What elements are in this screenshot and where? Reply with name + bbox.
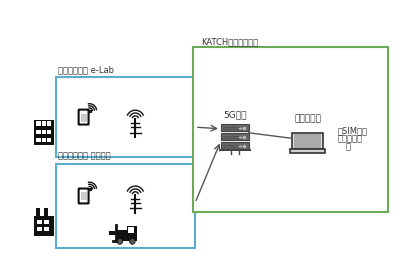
Bar (47, 130, 51, 134)
Bar (36, 138, 41, 143)
Bar (221, 124, 249, 131)
Bar (44, 220, 49, 224)
Bar (42, 121, 46, 126)
Bar (42, 130, 46, 134)
Bar (47, 121, 51, 126)
Bar (221, 142, 249, 149)
Text: KATCHデータセンタ: KATCHデータセンタ (201, 37, 258, 46)
Bar (44, 208, 48, 216)
Bar (81, 193, 86, 201)
Bar (127, 226, 136, 234)
Bar (56, 164, 195, 248)
Bar (44, 227, 49, 231)
Bar (128, 227, 134, 233)
Text: ・通信監視: ・通信監視 (337, 135, 362, 144)
Bar (117, 230, 136, 241)
Bar (36, 130, 41, 134)
Text: 等: 等 (345, 143, 350, 152)
Bar (42, 138, 46, 143)
Bar (36, 121, 41, 126)
Circle shape (117, 239, 123, 244)
FancyBboxPatch shape (292, 133, 323, 149)
FancyBboxPatch shape (79, 110, 88, 124)
Bar (34, 120, 54, 145)
Text: 5Gコア: 5Gコア (223, 110, 246, 119)
Bar (294, 134, 321, 148)
Bar (37, 220, 42, 224)
FancyBboxPatch shape (290, 149, 325, 153)
Text: 豊田自動織機 e-Lab: 豊田自動織機 e-Lab (58, 65, 114, 74)
Bar (193, 48, 388, 211)
FancyBboxPatch shape (79, 189, 88, 203)
Bar (34, 216, 54, 236)
Text: オペレータ: オペレータ (294, 114, 321, 123)
Bar (37, 227, 42, 231)
Bar (36, 208, 40, 216)
Text: ・SIM管理: ・SIM管理 (337, 127, 367, 136)
Bar (56, 77, 195, 157)
Text: 豊田自動織機 高浜工場: 豊田自動織機 高浜工場 (58, 152, 110, 161)
Bar (219, 149, 251, 151)
Bar (47, 138, 51, 143)
Bar (81, 113, 86, 121)
Circle shape (130, 239, 135, 244)
Bar (221, 133, 249, 140)
